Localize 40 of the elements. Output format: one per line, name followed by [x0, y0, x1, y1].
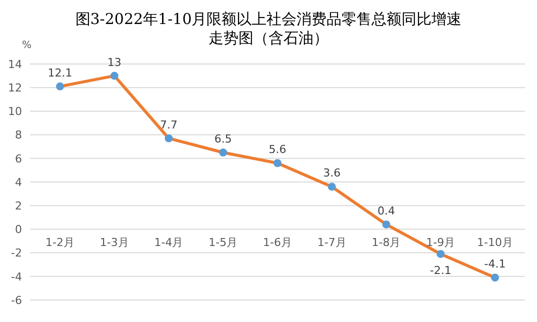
y-tick-label: 4 [15, 176, 22, 189]
y-tick-label: -6 [11, 294, 22, 307]
point [491, 274, 499, 282]
x-tick-label: 1-8月 [372, 236, 401, 250]
x-tick-label: 1-3月 [100, 236, 129, 250]
point [328, 182, 336, 191]
y-tick-label: 14 [8, 58, 22, 71]
point [110, 72, 118, 80]
data-label: 7.7 [160, 118, 178, 132]
x-tick-label: 1-2月 [46, 236, 74, 250]
y-tick-label: 2 [15, 200, 22, 213]
data-label: -2.1 [430, 264, 452, 277]
data-label: 13 [107, 56, 122, 69]
x-tick-label: 1-5月 [208, 236, 238, 250]
x-tick-label: 1-9月 [426, 236, 456, 250]
data-label: -4.1 [484, 258, 506, 271]
y-axis-title: % [22, 40, 32, 51]
x-tick-label: 1-10月 [477, 236, 513, 250]
y-tick-label: 10 [8, 105, 22, 118]
y-tick-label: 12 [8, 82, 22, 95]
y-tick-label: 6 [15, 152, 22, 166]
point [56, 82, 64, 90]
data-label: 12.1 [48, 66, 72, 80]
data-label: 3.6 [323, 166, 341, 180]
point [219, 148, 228, 156]
point [164, 134, 173, 142]
data-label: 5.6 [268, 143, 286, 156]
y-tick-label: -4 [11, 270, 22, 284]
y-tick-label: 8 [15, 128, 22, 142]
y-tick-label: 0 [15, 223, 22, 236]
y-tick-label: -2 [11, 246, 22, 260]
x-tick-label: 1-4月 [154, 236, 184, 250]
chart-title: 图3-2022年1-10月限额以上社会消费品零售总额同比增速走势图（含石油） [74, 10, 463, 48]
point [382, 220, 390, 228]
point [274, 159, 282, 168]
point [436, 250, 445, 258]
x-tick-label: 1-6月 [263, 236, 292, 250]
x-tick-label: 1-7月 [317, 236, 346, 250]
data-label: 6.5 [214, 132, 232, 146]
data-label: 0.4 [378, 204, 395, 218]
